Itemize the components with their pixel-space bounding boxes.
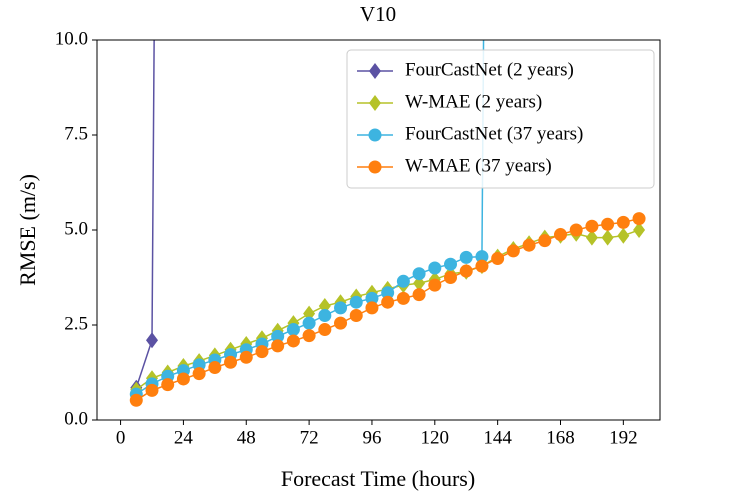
marker [302, 329, 316, 343]
y-tick-label: 5.0 [64, 218, 88, 239]
y-tick-label: 2.5 [64, 313, 88, 334]
marker [553, 228, 567, 242]
y-tick-label: 10.0 [55, 28, 88, 49]
marker [365, 301, 379, 315]
marker [475, 259, 489, 273]
y-tick-label: 7.5 [64, 123, 88, 144]
y-axis-label: RMSE (m/s) [15, 174, 40, 286]
marker [506, 244, 520, 258]
marker [271, 339, 285, 353]
marker [161, 378, 175, 392]
marker [617, 227, 630, 244]
marker [239, 350, 253, 364]
marker [334, 301, 348, 315]
marker [459, 264, 473, 278]
marker [334, 316, 348, 330]
marker [145, 332, 158, 349]
marker [381, 286, 395, 300]
marker [381, 295, 395, 309]
marker [538, 234, 552, 248]
marker [145, 383, 159, 397]
x-axis-label: Forecast Time (hours) [281, 466, 475, 491]
x-tick-label: 96 [362, 427, 381, 448]
y-tick-label: 0.0 [64, 408, 88, 429]
marker [369, 95, 381, 111]
marker [365, 291, 379, 305]
marker [601, 229, 614, 246]
marker [396, 291, 410, 305]
marker [444, 271, 458, 284]
legend-label: FourCastNet (2 years) [405, 59, 574, 80]
x-tick-label: 144 [483, 427, 512, 448]
marker [368, 128, 382, 142]
marker [491, 252, 505, 265]
x-tick-label: 48 [237, 427, 256, 448]
marker [616, 215, 630, 229]
x-tick-label: 192 [609, 427, 638, 448]
series-line [135, 40, 155, 388]
marker [396, 274, 410, 288]
marker [318, 309, 332, 322]
marker [255, 345, 269, 359]
x-tick-label: 168 [546, 427, 575, 448]
marker [444, 257, 458, 271]
marker [286, 323, 300, 337]
marker [208, 361, 222, 375]
marker [522, 238, 536, 252]
legend-label: W-MAE (37 years) [405, 155, 552, 176]
marker [569, 223, 583, 237]
marker [349, 295, 363, 309]
marker [302, 316, 316, 330]
plot-lines [129, 40, 646, 407]
marker [428, 261, 442, 275]
marker [412, 267, 426, 281]
marker [192, 367, 206, 381]
marker [176, 372, 190, 386]
x-tick-label: 72 [300, 427, 319, 448]
marker [349, 309, 363, 322]
marker [428, 278, 442, 292]
x-tick-label: 24 [174, 427, 194, 448]
x-tick-label: 0 [116, 427, 126, 448]
marker [633, 222, 646, 238]
marker [368, 160, 382, 174]
marker [318, 323, 332, 337]
marker [412, 288, 426, 302]
marker [475, 250, 489, 264]
marker [224, 355, 238, 369]
marker [632, 212, 646, 226]
marker [129, 393, 143, 407]
marker [601, 217, 615, 231]
legend-label: FourCastNet (37 years) [405, 123, 583, 144]
legend-box [346, 49, 655, 189]
marker [369, 63, 381, 79]
x-tick-label: 120 [421, 427, 450, 448]
legend-label: W-MAE (2 years) [405, 91, 542, 112]
chart-title: V10 [360, 2, 396, 26]
plot-frame [96, 39, 661, 421]
marker [585, 229, 598, 246]
marker [459, 250, 473, 264]
marker [286, 334, 300, 348]
marker [271, 329, 285, 343]
marker [585, 219, 599, 233]
